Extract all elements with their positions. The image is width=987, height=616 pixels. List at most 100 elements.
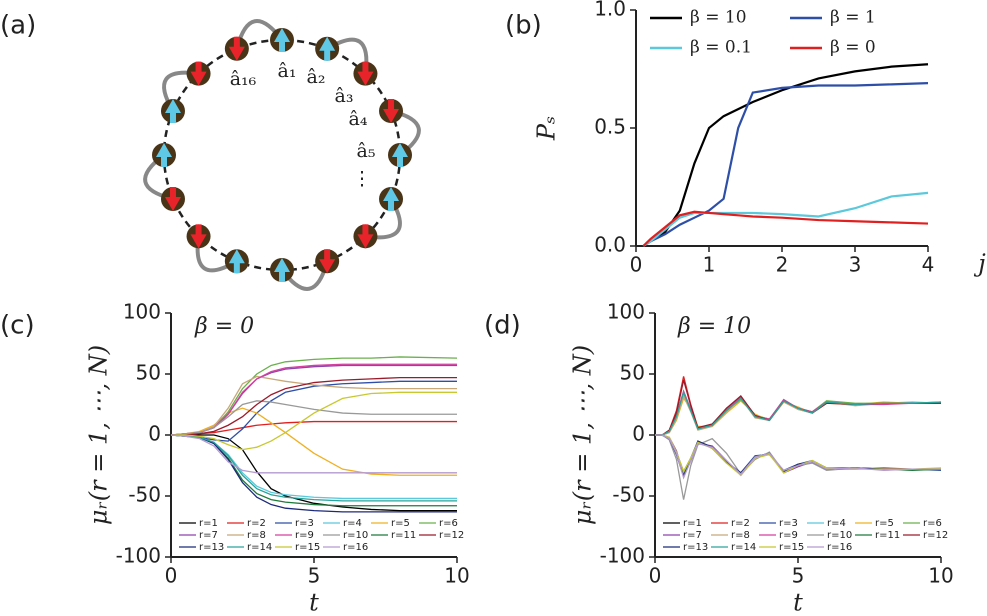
legend-label: β = 10	[690, 8, 747, 28]
spin-head	[357, 234, 374, 249]
y-axis-label: μᵣ(r = 1, ⋯, N)	[569, 345, 597, 525]
spin-shaft	[362, 61, 369, 76]
series-line	[170, 434, 457, 474]
legend-label: r=15	[779, 542, 804, 553]
legend-label: r=12	[923, 530, 948, 541]
x-tick-label: 2	[776, 253, 789, 277]
y-tick-label: -100	[116, 544, 161, 568]
legend-label: r=2	[731, 518, 750, 529]
legend-label: r=6	[923, 518, 942, 529]
x-axis-label: t	[793, 589, 803, 616]
series-line	[171, 434, 457, 512]
legend-label: β = 1	[830, 8, 876, 28]
legend-label: r=7	[199, 530, 218, 541]
legend-label: r=13	[199, 542, 224, 553]
spin-shaft	[324, 46, 331, 61]
series-line	[170, 434, 457, 500]
series-line	[655, 390, 942, 436]
spin-head	[319, 36, 336, 51]
site-label: â₅	[357, 140, 376, 162]
legend-label: r=5	[391, 518, 410, 529]
y-tick-label: 100	[123, 300, 161, 324]
spin-shaft	[169, 187, 176, 202]
x-tick-label: 3	[849, 253, 862, 277]
legend-label: r=12	[439, 530, 464, 541]
y-tick-label: 100	[607, 300, 645, 324]
spin-head	[274, 28, 290, 42]
legend-label: r=8	[247, 530, 266, 541]
x-tick-label: 0	[165, 564, 178, 588]
spin-head	[228, 249, 245, 264]
legend-label: r=16	[343, 542, 368, 553]
series-line	[171, 391, 457, 451]
site-label: â₂	[307, 66, 326, 88]
panel-label: (d)	[484, 311, 521, 341]
legend-label: r=11	[391, 530, 416, 541]
legend-label: β = 0	[830, 38, 876, 58]
legend-label: r=7	[683, 530, 702, 541]
legend-label: r=9	[779, 530, 798, 541]
legend-label: r=4	[827, 518, 846, 529]
y-tick-label: 0.0	[594, 233, 626, 257]
y-tick-label: 0	[148, 422, 161, 446]
spin-head	[319, 259, 336, 274]
y-tick-label: 50	[620, 361, 645, 385]
legend-label: r=14	[731, 542, 756, 553]
spin-head	[164, 197, 181, 212]
x-tick-label: 5	[308, 564, 321, 588]
legend-label: r=14	[247, 542, 272, 553]
spin-head	[383, 187, 400, 202]
legend-label: r=1	[199, 518, 218, 529]
legend-label: r=15	[295, 542, 320, 553]
spin-shaft	[388, 197, 395, 212]
series-line	[170, 434, 457, 502]
annotation: β = 10	[677, 314, 751, 339]
legend-label: r=4	[343, 518, 362, 529]
legend-label: r=10	[827, 530, 852, 541]
site-label: â₄	[349, 108, 368, 130]
series-line	[170, 375, 457, 436]
spin-head	[357, 71, 374, 86]
series-line	[642, 210, 929, 247]
spin-shaft	[195, 61, 202, 76]
spin-head	[156, 143, 172, 157]
legend-label: β = 0.1	[690, 38, 752, 58]
series-line	[642, 191, 929, 247]
spin-shaft	[161, 153, 167, 167]
spin-shaft	[233, 259, 240, 274]
y-axis-label: μᵣ(r = 1, ⋯, N)	[85, 345, 113, 525]
spin-shaft	[324, 249, 331, 264]
legend-label: r=8	[731, 530, 750, 541]
series-line	[170, 400, 457, 436]
legend-label: r=10	[343, 530, 368, 541]
legend-label: r=3	[295, 518, 314, 529]
y-tick-label: -50	[612, 483, 645, 507]
panel-label: (c)	[0, 311, 35, 341]
spin-head	[190, 71, 207, 86]
legend-label: r=6	[439, 518, 458, 529]
x-axis-label: j	[973, 250, 986, 278]
spin-shaft	[388, 98, 395, 113]
series-line	[171, 377, 457, 436]
legend-label: r=13	[683, 542, 708, 553]
x-tick-label: 4	[922, 253, 935, 277]
y-tick-label: 1.0	[594, 0, 626, 21]
spin-shaft	[169, 108, 176, 123]
legend-label: r=1	[683, 518, 702, 529]
x-tick-label: 1	[703, 253, 716, 277]
legend-label: r=3	[779, 518, 798, 529]
x-tick-label: 10	[928, 564, 953, 588]
y-tick-label: -100	[600, 544, 645, 568]
spin-head	[190, 234, 207, 249]
x-tick-label: 5	[792, 564, 805, 588]
x-tick-label: 10	[444, 564, 469, 588]
legend-label: r=16	[827, 542, 852, 553]
spin-shaft	[397, 153, 403, 167]
spin-shaft	[279, 38, 285, 52]
annotation: β = 0	[194, 314, 254, 339]
spin-head	[383, 108, 400, 123]
site-label: ⋮	[353, 168, 372, 190]
legend-label: r=2	[247, 518, 266, 529]
series-line	[642, 82, 929, 247]
spin-shaft	[279, 268, 285, 282]
